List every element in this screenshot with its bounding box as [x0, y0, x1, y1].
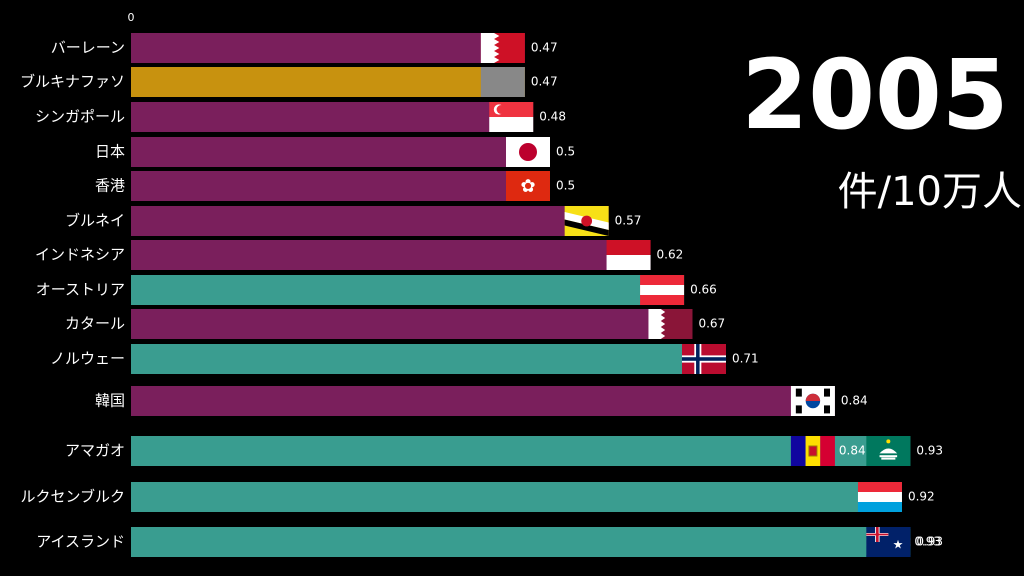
andorra-flag-icon — [790, 436, 835, 466]
bar-value-label: 0.66 — [690, 283, 717, 297]
bar-overlap-value-label: 0.93 — [914, 535, 941, 549]
bar-value-label: 0.92 — [908, 490, 935, 504]
year-label: 2005 — [741, 39, 1009, 151]
bar-value-label: 0.47 — [531, 41, 558, 55]
bar-value-label: 0.47 — [531, 75, 558, 89]
indonesia-flag-icon — [606, 240, 651, 270]
bar-label: ルクセンブルク — [20, 488, 125, 506]
australia-flag-icon: ★ — [866, 527, 911, 557]
bar-label: アマガオ — [65, 442, 125, 460]
bar-group: 香港 ✿ 0.5 — [95, 171, 575, 201]
bar-group: アマガオ 0.93 0.84 — [65, 436, 943, 466]
bar-value-label: 0.71 — [732, 352, 759, 366]
bar-overlap — [131, 529, 911, 555]
bar-label: 日本 — [95, 143, 125, 161]
bar-group: ブルキナファソ 0.47 — [20, 67, 558, 97]
bar — [131, 33, 525, 63]
bar — [131, 67, 525, 97]
unit-label: 件/10万人 — [837, 169, 1022, 215]
bar-value-label: 0.5 — [556, 145, 575, 159]
bar-group: 韓国 0.84 — [95, 386, 868, 416]
bar-value-label: 0.57 — [615, 214, 642, 228]
bar-value-label: 0.93 — [916, 535, 943, 549]
svg-text:✿: ✿ — [520, 176, 535, 197]
bar-value-label: 0.5 — [556, 179, 575, 193]
bar — [131, 275, 685, 305]
bar-value-label: 0.48 — [539, 110, 566, 124]
brunei-flag-icon — [564, 206, 609, 236]
bar-group: ルクセンブルク 0.92 — [20, 482, 935, 512]
norway-flag-icon — [681, 344, 726, 374]
korea-flag-icon — [790, 386, 835, 416]
bar-label: インドネシア — [35, 246, 125, 264]
bar-label: アイスランド — [36, 533, 125, 551]
bar-group: バーレーン 0.47 — [51, 33, 558, 63]
bar — [131, 309, 693, 339]
qatar-flag-icon — [648, 309, 693, 339]
bar — [131, 386, 835, 416]
macau-flag-icon — [866, 436, 911, 466]
bar-group: 日本 0.5 — [95, 137, 575, 167]
hong-kong-flag-icon: ✿ — [506, 171, 550, 201]
axis-tick-label: 0 — [128, 11, 135, 24]
bar-group: インドネシア 0.62 — [35, 240, 683, 270]
bar-group: ブルネイ 0.57 — [65, 206, 641, 236]
bar — [131, 137, 550, 167]
bar-label: カタール — [65, 315, 125, 333]
bar-group: ノルウェー 0.71 — [50, 344, 759, 374]
svg-text:★: ★ — [893, 538, 904, 552]
bar — [131, 482, 902, 512]
bar-label: 韓国 — [95, 392, 125, 410]
bar-label: シンガポール — [35, 108, 125, 126]
bar-value-label: 0.93 — [916, 444, 943, 458]
austria-flag-icon — [640, 275, 685, 305]
bar — [131, 240, 651, 270]
bar-group: オーストリア 0.66 — [36, 275, 717, 305]
bar-value-label: 0.84 — [841, 394, 868, 408]
bar — [131, 206, 609, 236]
bar-overlap — [131, 438, 835, 464]
bar — [131, 344, 726, 374]
bar-label: オーストリア — [36, 281, 125, 299]
bar-label: 香港 — [95, 177, 125, 195]
bar-group: カタール 0.67 — [65, 309, 725, 339]
bar-overlap-value-label: 0.84 — [839, 444, 866, 458]
bahrain-flag-icon — [480, 33, 525, 63]
bar-label: ブルネイ — [65, 212, 125, 230]
bar — [131, 102, 534, 132]
bar-group: シンガポール 0.48 — [35, 102, 566, 132]
singapore-flag-icon — [489, 102, 534, 132]
bar-group: アイスランド 0.93★ 0.93 — [36, 527, 943, 557]
bar — [131, 171, 550, 201]
bar-label: ブルキナファソ — [20, 73, 125, 91]
luxembourg-flag-icon — [857, 482, 902, 512]
bar-label: ノルウェー — [50, 350, 125, 368]
burkina-faso-flag-icon — [480, 67, 525, 97]
japan-flag-icon — [506, 137, 550, 167]
bar-value-label: 0.62 — [657, 248, 684, 262]
bar-value-label: 0.67 — [698, 317, 725, 331]
bar-label: バーレーン — [51, 39, 125, 57]
